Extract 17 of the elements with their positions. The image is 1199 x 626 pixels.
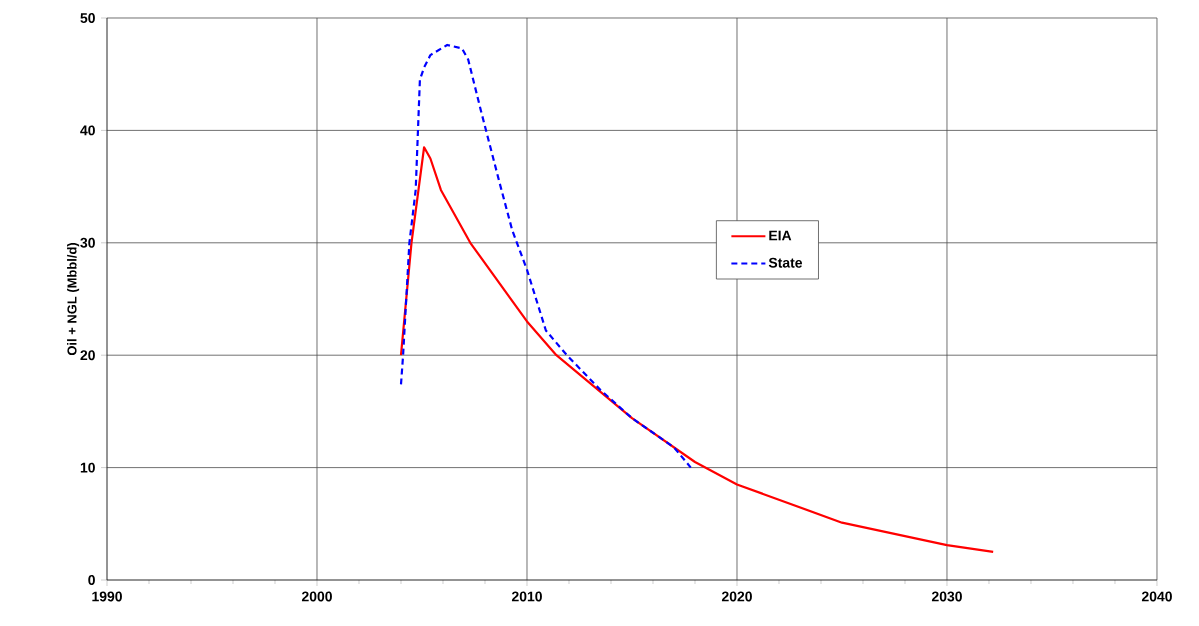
y-tick-label: 30 <box>80 237 95 248</box>
y-tick-label: 40 <box>80 125 95 136</box>
x-tick-label: 2000 <box>301 591 332 602</box>
x-tick-label: 1990 <box>92 591 122 602</box>
y-tick-label: 0 <box>88 575 95 585</box>
legend-label: EIA <box>769 230 792 241</box>
x-tick-label: 2030 <box>931 591 962 602</box>
x-tick-label: 2040 <box>1141 591 1172 602</box>
y-axis-title: Oil + NGL (Mbbl/d) <box>67 242 80 356</box>
y-tick-label: 50 <box>80 13 95 23</box>
y-tick-label: 10 <box>80 462 95 473</box>
x-tick-label: 2020 <box>721 591 752 602</box>
y-tick-label: 20 <box>80 350 95 361</box>
x-tick-label: 2010 <box>511 591 542 602</box>
line-series <box>399 146 995 553</box>
legend-label: State <box>768 257 803 268</box>
line-series <box>399 43 692 469</box>
